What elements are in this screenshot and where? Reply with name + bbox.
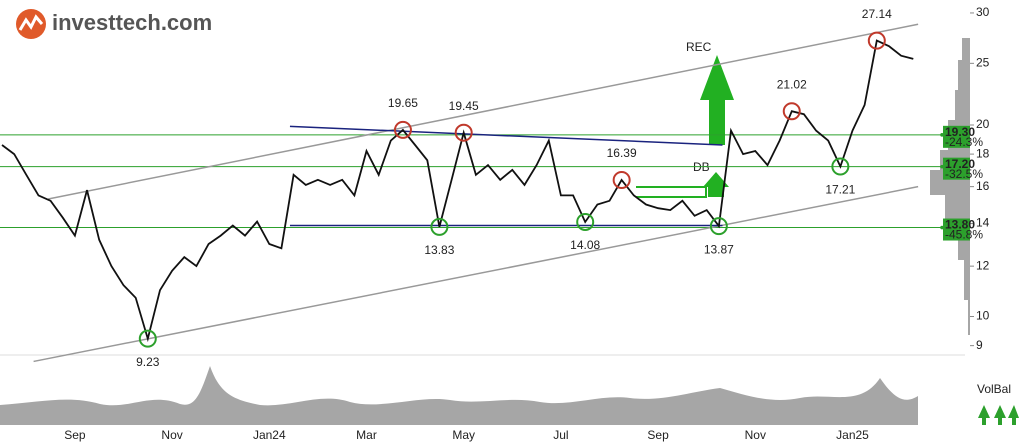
pivot-label: 14.08 [570,238,600,252]
x-tick-label: Sep [64,428,86,442]
level-change: -24.3% [945,135,983,149]
pivot-circle [709,217,728,236]
y-tick-label: 12 [976,258,990,272]
volbal-arrows [978,405,1019,425]
x-tick-label: Jan24 [253,428,286,442]
level-box [943,218,970,241]
signal-label: REC [686,40,712,54]
pivot-circle [782,102,801,121]
volbal-label: VolBal [977,382,1011,396]
signal-label: DB [693,160,710,174]
level-dot [940,133,944,137]
price-line [1,39,914,343]
pivot-label: 13.87 [704,242,734,256]
pivot-label: 19.45 [449,99,479,113]
pivot-circle [454,123,473,142]
volume-profile [930,38,970,335]
level-box [943,125,970,148]
pivot-label: 27.14 [862,7,892,21]
y-tick-label: 16 [976,179,990,193]
volume-area [0,366,918,425]
pivot-label: 19.65 [388,96,418,110]
level-label: 17.20 [945,157,975,171]
y-tick-label: 25 [976,56,990,70]
level-label: 19.30 [945,125,975,139]
trend-line [48,23,919,200]
level-label: 13.80 [945,218,975,232]
x-tick-label: Sep [647,428,669,442]
y-tick-label: 10 [976,309,990,323]
y-tick-label: 14 [976,216,990,230]
pivot-circle [576,212,595,231]
x-tick-label: Nov [161,428,182,442]
pivot-circle [831,157,850,176]
pivot-circle [138,329,157,348]
x-tick-label: Mar [356,428,377,442]
x-tick-label: Jan25 [836,428,869,442]
pivot-label: 9.23 [136,355,160,369]
level-dot [940,164,944,169]
pivot-label: 13.83 [424,243,454,257]
signal-arrows [636,55,734,198]
level-box [943,157,970,180]
logo-icon [16,9,46,39]
level-change: -45.8% [945,228,983,242]
level-change: -32.5% [945,167,983,181]
y-tick-label: 18 [976,146,990,160]
pivot-label: 17.21 [825,183,855,197]
y-tick-label: 9 [976,338,983,352]
trend-line [33,185,919,363]
pivot-circle [393,120,412,139]
level-dot [940,225,944,230]
pivot-circle [612,170,631,189]
x-tick-label: Nov [745,428,766,442]
x-tick-label: Jul [553,428,568,442]
pivot-circle [430,217,449,236]
pivot-label: 21.02 [777,77,807,91]
x-tick-label: May [452,428,475,442]
pivot-circle [867,31,886,50]
pivot-label: 16.39 [607,146,637,160]
trend-line [289,125,723,146]
y-tick-label: 30 [976,5,990,19]
y-tick-label: 20 [976,117,990,131]
logo: investtech.com [52,10,212,35]
